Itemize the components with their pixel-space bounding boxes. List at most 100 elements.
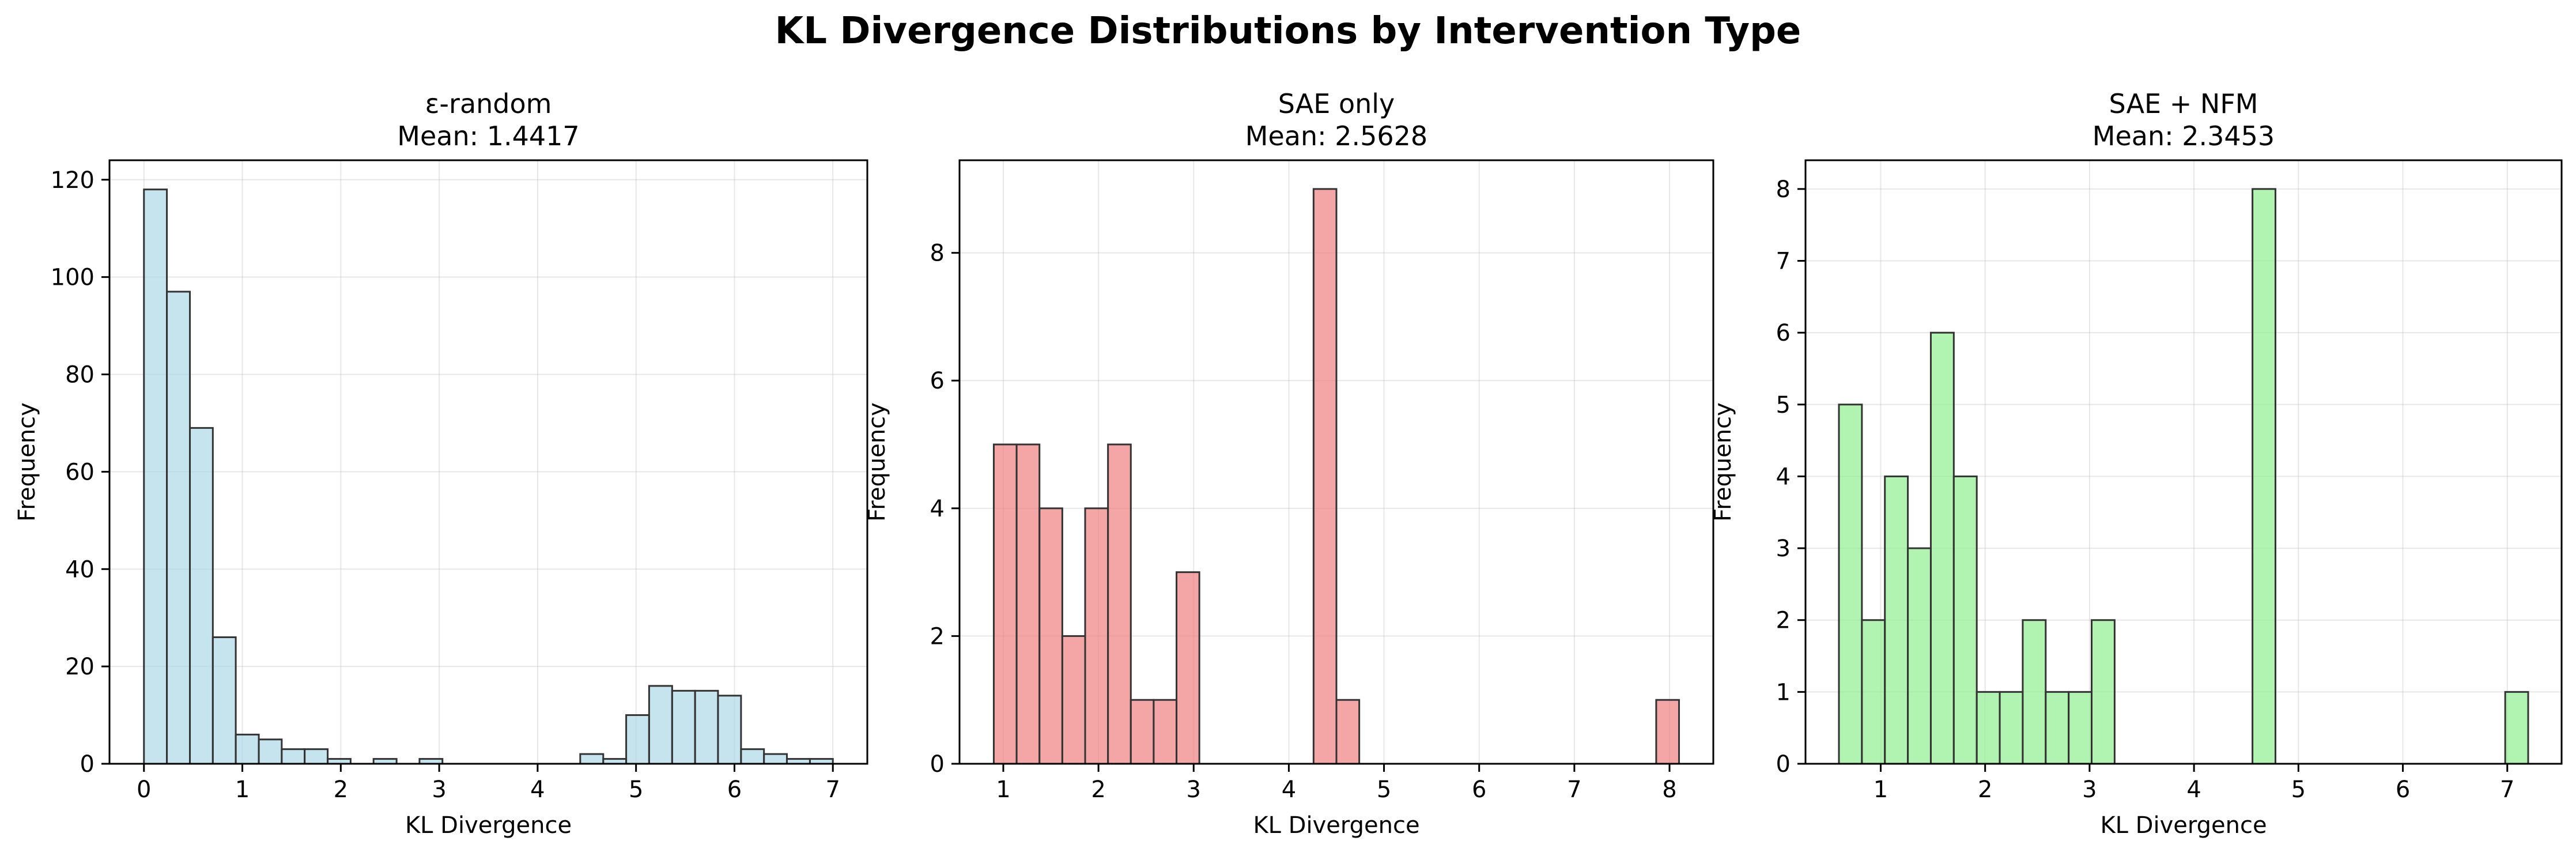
histogram-bar — [579, 753, 605, 765]
histogram-bar — [992, 443, 1018, 765]
histogram-bar — [166, 291, 191, 765]
x-axis-ticks: 1 2 3 4 5 6 7 8 — [996, 764, 1677, 803]
panel-title: SAE + NFM — [2109, 88, 2258, 119]
panel-title: SAE only — [1278, 88, 1395, 119]
histogram-bar — [1929, 331, 1955, 765]
x-axis-ticks: 1 2 3 4 5 6 7 — [1874, 764, 2514, 803]
panel-sae-nfm: 1 2 3 4 5 6 7 0 1 2 3 4 5 6 7 8 SAE + NFM Mean: 2.3453… — [1710, 88, 2563, 839]
y-tick-label: 80 — [65, 362, 95, 389]
y-tick-label: 120 — [51, 167, 95, 194]
y-tick-label: 2 — [1776, 608, 1791, 634]
y-tick-label: 8 — [930, 240, 945, 267]
histogram-bar — [1861, 619, 1886, 765]
x-tick-label: 6 — [2396, 776, 2410, 803]
x-axis-label: KL Divergence — [405, 812, 572, 839]
x-tick-label: 7 — [2500, 776, 2514, 803]
y-axis-ticks: 0 1 2 3 4 5 6 7 8 — [1776, 176, 1806, 778]
histogram-bar — [211, 636, 237, 765]
x-axis-label: KL Divergence — [1253, 812, 1419, 839]
x-tick-label: 8 — [1662, 776, 1676, 803]
histogram-bar — [1335, 699, 1361, 765]
histogram-bars — [143, 188, 834, 765]
x-tick-label: 5 — [1377, 776, 1391, 803]
histogram-bar — [235, 733, 260, 765]
x-tick-label: 3 — [1187, 776, 1201, 803]
x-tick-label: 0 — [137, 776, 151, 803]
histogram-bar — [304, 748, 329, 765]
y-tick-label: 4 — [1776, 463, 1791, 490]
x-tick-label: 3 — [2082, 776, 2097, 803]
panel-sae-only: 1 2 3 4 5 6 7 8 0 2 4 6 8 SAE only Mean: 2.5628 KL … — [864, 88, 1714, 839]
y-axis-ticks: 0 20 40 60 80 100 120 — [51, 167, 109, 778]
histogram-bar — [1176, 571, 1200, 765]
panel-title: ε-random — [425, 88, 552, 119]
histogram-bar — [1038, 507, 1063, 765]
y-tick-label: 4 — [930, 496, 945, 522]
y-tick-label: 0 — [930, 751, 945, 778]
histogram-bar — [2045, 691, 2070, 765]
histogram-bar — [1312, 188, 1338, 765]
y-axis-ticks: 0 2 4 6 8 — [930, 240, 960, 778]
histogram-bar — [1107, 443, 1132, 765]
histogram-bar — [1952, 475, 1978, 765]
x-axis-ticks: 0 1 2 3 4 5 6 7 — [137, 764, 840, 803]
y-tick-label: 0 — [1776, 751, 1791, 778]
histogram-bar — [740, 748, 765, 765]
y-tick-label: 20 — [65, 654, 95, 680]
histogram-bar — [2091, 619, 2116, 765]
y-tick-label: 5 — [1776, 392, 1791, 418]
histogram-bar — [1084, 507, 1109, 765]
histogram-bar — [694, 689, 719, 765]
y-tick-label: 6 — [930, 368, 945, 394]
y-tick-label: 7 — [1776, 248, 1791, 275]
x-tick-label: 1 — [996, 776, 1010, 803]
x-tick-label: 4 — [1282, 776, 1296, 803]
histogram-bars — [1838, 188, 2529, 765]
histogram-bar — [625, 714, 650, 765]
histogram-bar — [258, 738, 283, 765]
x-tick-label: 6 — [727, 776, 742, 803]
histogram-bar — [1015, 443, 1041, 765]
y-axis-label: Frequency — [1710, 402, 1736, 522]
histogram-bar — [2252, 188, 2276, 765]
histogram-bar — [1153, 699, 1178, 765]
histogram-bars — [992, 188, 1680, 765]
panel-mean-label: Mean: 2.5628 — [1245, 120, 1427, 152]
panel-mean-label: Mean: 2.3453 — [2092, 120, 2275, 152]
histogram-bar — [2504, 691, 2529, 765]
histogram-bar — [143, 188, 168, 765]
y-tick-label: 0 — [80, 751, 95, 778]
histogram-bar — [1976, 691, 2001, 765]
histogram-bar — [717, 695, 742, 765]
histogram-bar — [2022, 619, 2047, 765]
x-tick-label: 4 — [2186, 776, 2201, 803]
histogram-bar — [189, 427, 214, 765]
x-tick-label: 3 — [432, 776, 446, 803]
axes-frame — [1804, 159, 2563, 765]
y-axis-label: Frequency — [864, 402, 890, 522]
figure-title: KL Divergence Distributions by Intervent… — [775, 10, 1801, 52]
histogram-bar — [763, 753, 788, 765]
x-tick-label: 2 — [1978, 776, 1992, 803]
y-tick-label: 1 — [1776, 679, 1791, 706]
x-tick-label: 7 — [1567, 776, 1581, 803]
x-tick-label: 1 — [1874, 776, 1888, 803]
x-tick-label: 7 — [826, 776, 840, 803]
histogram-bar — [1130, 699, 1155, 765]
x-tick-label: 5 — [629, 776, 643, 803]
x-axis-label: KL Divergence — [2100, 812, 2267, 839]
histogram-bar — [648, 685, 673, 765]
y-tick-label: 40 — [65, 556, 95, 583]
histogram-bar — [1061, 635, 1086, 765]
histogram-bar — [2068, 691, 2093, 765]
panel-mean-label: Mean: 1.4417 — [397, 120, 579, 152]
x-tick-label: 2 — [334, 776, 348, 803]
histogram-bar — [1884, 475, 1909, 765]
y-axis-label: Frequency — [14, 402, 40, 522]
histogram-bar — [671, 689, 696, 765]
histogram-bar — [1655, 699, 1680, 765]
y-tick-label: 3 — [1776, 536, 1791, 562]
y-tick-label: 100 — [51, 265, 95, 291]
